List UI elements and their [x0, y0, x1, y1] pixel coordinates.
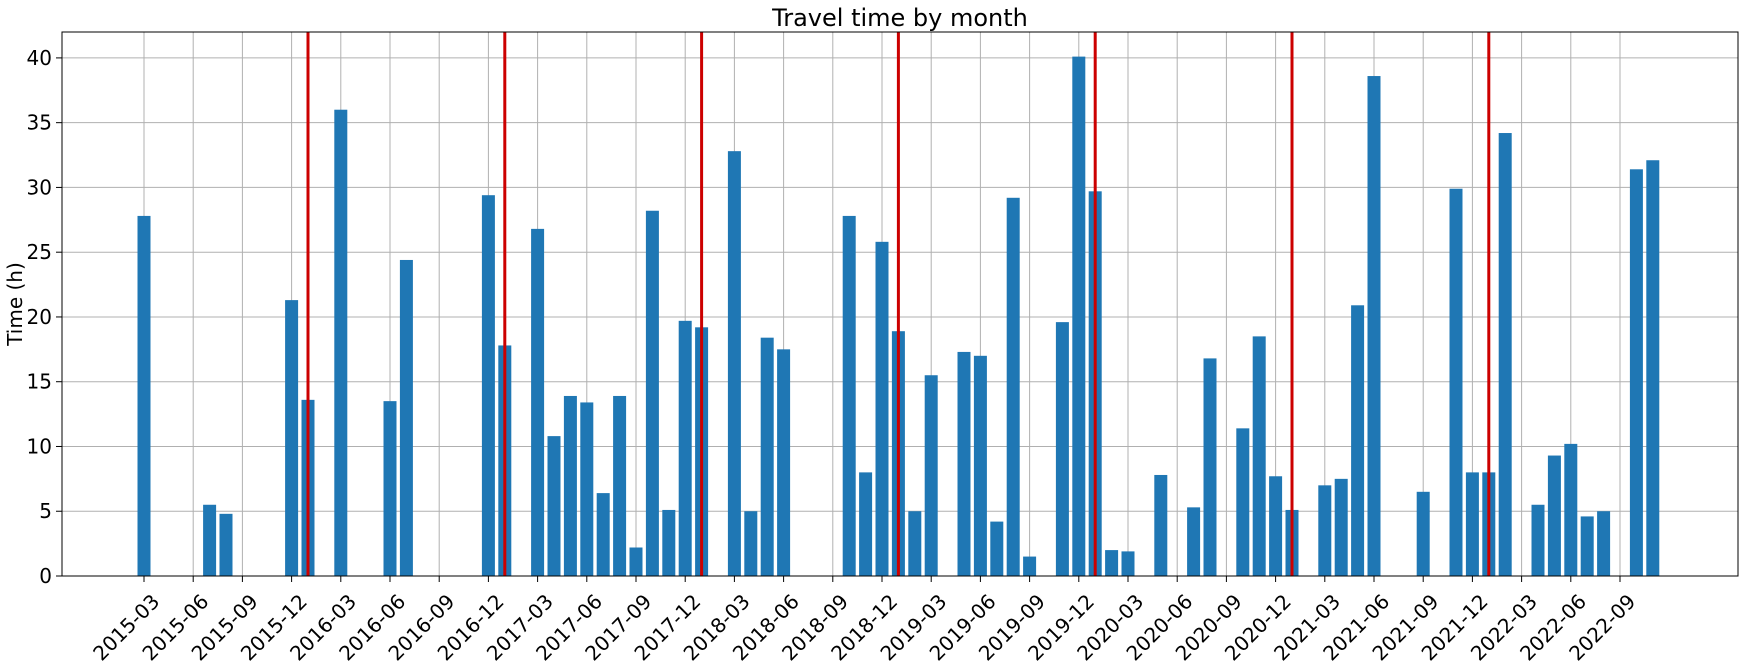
bar — [1416, 491, 1430, 576]
bar — [1564, 443, 1578, 576]
bar — [1105, 550, 1119, 576]
bar — [859, 472, 873, 576]
bar — [1023, 556, 1037, 576]
bar — [1597, 511, 1611, 576]
bar — [760, 337, 774, 576]
x-axis-ticks: 2015-032015-062015-092015-122016-032016-… — [88, 576, 1640, 665]
bar — [563, 395, 577, 576]
y-axis-label: Time (h) — [3, 262, 27, 347]
year-marker-lines — [306, 32, 1491, 576]
bar — [645, 210, 659, 576]
bar — [1646, 160, 1660, 576]
y-tick-label: 10 — [27, 434, 52, 458]
y-tick-label: 0 — [39, 564, 52, 588]
bar — [727, 151, 741, 576]
bar — [1203, 358, 1217, 576]
plot-frame — [61, 31, 1739, 577]
bar — [1006, 197, 1020, 577]
bar — [1449, 188, 1463, 576]
bar — [203, 504, 217, 576]
y-tick-label: 20 — [27, 305, 52, 329]
bar — [678, 320, 692, 576]
bar — [1367, 76, 1381, 577]
bar — [1055, 322, 1069, 576]
bar — [908, 511, 922, 576]
bar — [1121, 551, 1135, 576]
bar — [1547, 455, 1561, 576]
bar — [334, 109, 348, 576]
bar — [596, 493, 610, 576]
y-tick-label: 35 — [27, 111, 52, 135]
bar — [842, 215, 856, 576]
bar — [580, 402, 594, 576]
bar — [744, 511, 758, 576]
bar — [1154, 474, 1168, 576]
bar — [777, 349, 791, 576]
bar — [1236, 428, 1250, 576]
bar — [1629, 169, 1643, 577]
bar — [547, 436, 561, 576]
bar — [924, 375, 938, 576]
bar — [481, 195, 495, 576]
bar — [1334, 478, 1348, 576]
bar — [285, 300, 299, 576]
y-tick-label: 40 — [27, 46, 52, 70]
bar — [957, 351, 971, 576]
bar — [531, 228, 545, 576]
bar — [219, 513, 233, 576]
bar — [875, 241, 889, 577]
y-tick-label: 5 — [39, 499, 52, 523]
chart-title: Travel time by month — [771, 4, 1028, 32]
bar — [137, 215, 151, 576]
bar — [973, 355, 987, 576]
bar — [613, 395, 627, 576]
bar — [990, 521, 1004, 576]
y-tick-label: 25 — [27, 240, 52, 264]
y-tick-label: 15 — [27, 370, 52, 394]
y-axis-ticks: 0 5 10 15 20 25 30 35 40 — [27, 46, 62, 588]
bar — [1318, 485, 1332, 576]
bar — [1072, 56, 1086, 577]
bar — [1498, 133, 1512, 576]
bars — [137, 56, 1660, 577]
bar — [629, 547, 643, 576]
y-tick-label: 30 — [27, 175, 52, 199]
bar — [1269, 476, 1283, 576]
bar — [662, 509, 676, 576]
bar — [1252, 336, 1266, 576]
bar — [1580, 516, 1594, 576]
bar — [1187, 507, 1201, 576]
bar — [383, 401, 397, 576]
bar — [399, 259, 413, 576]
bar — [1531, 504, 1545, 576]
bar — [1465, 472, 1479, 576]
bar — [1351, 305, 1365, 576]
